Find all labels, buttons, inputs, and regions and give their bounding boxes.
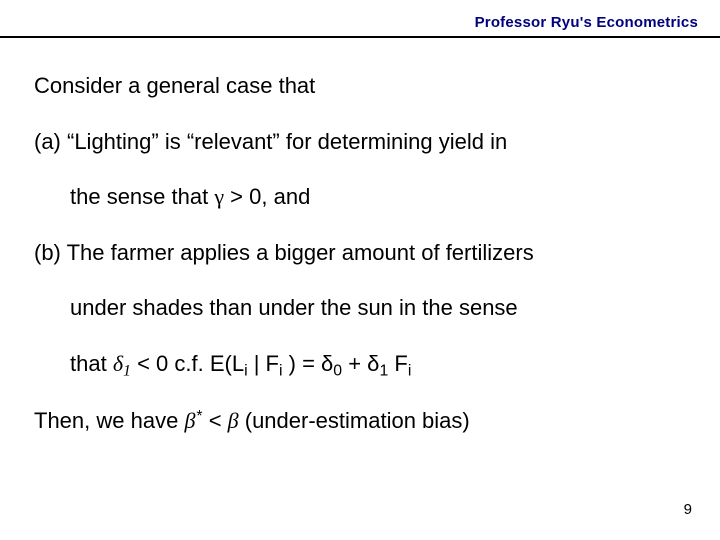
beta-star-symbol: β*	[184, 408, 202, 433]
line-conclusion-pre: Then, we have	[34, 408, 184, 433]
line-b-3-mid4: + δ	[342, 351, 379, 376]
F2-sub-i: i	[408, 362, 412, 379]
gamma-symbol: γ	[214, 184, 224, 209]
line-a-2: the sense that γ > 0, and	[34, 183, 686, 211]
line-conclusion: Then, we have β* < β (under-estimation b…	[34, 407, 686, 435]
slide-body: Consider a general case that (a) “Lighti…	[34, 72, 686, 435]
line-b-3-mid3: ) = δ	[283, 351, 334, 376]
delta1-sub: 1	[123, 362, 131, 379]
beta-symbol: β	[228, 408, 239, 433]
line-intro: Consider a general case that	[34, 72, 686, 100]
line-conclusion-post: (under-estimation bias)	[239, 408, 470, 433]
line-a-1: (a) “Lighting” is “relevant” for determi…	[34, 128, 686, 156]
delta0-sub: 0	[333, 362, 342, 379]
header-title: Professor Ryu's Econometrics	[475, 14, 698, 31]
beta-star-sup: *	[195, 408, 202, 425]
line-a-2-pre: the sense that	[70, 184, 214, 209]
line-b-3-mid2: | F	[248, 351, 279, 376]
delta1-symbol: δ1	[113, 351, 131, 376]
line-b-3-mid1: < 0 c.f. E(L	[131, 351, 244, 376]
header-rule	[0, 36, 720, 38]
line-b-3-pre: that	[70, 351, 113, 376]
line-conclusion-mid: <	[203, 408, 228, 433]
page-number: 9	[684, 501, 692, 518]
line-b-3-mid5: F	[388, 351, 408, 376]
line-b-1: (b) The farmer applies a bigger amount o…	[34, 239, 686, 267]
line-b-3: that δ1 < 0 c.f. E(Li | Fi ) = δ0 + δ1 F…	[34, 350, 686, 378]
line-b-2: under shades than under the sun in the s…	[34, 294, 686, 322]
line-a-2-post: > 0, and	[224, 184, 310, 209]
delta1-letter: δ	[113, 351, 123, 376]
delta1b-sub: 1	[379, 362, 388, 379]
slide: Professor Ryu's Econometrics Consider a …	[0, 0, 720, 540]
beta-star-letter: β	[184, 408, 195, 433]
